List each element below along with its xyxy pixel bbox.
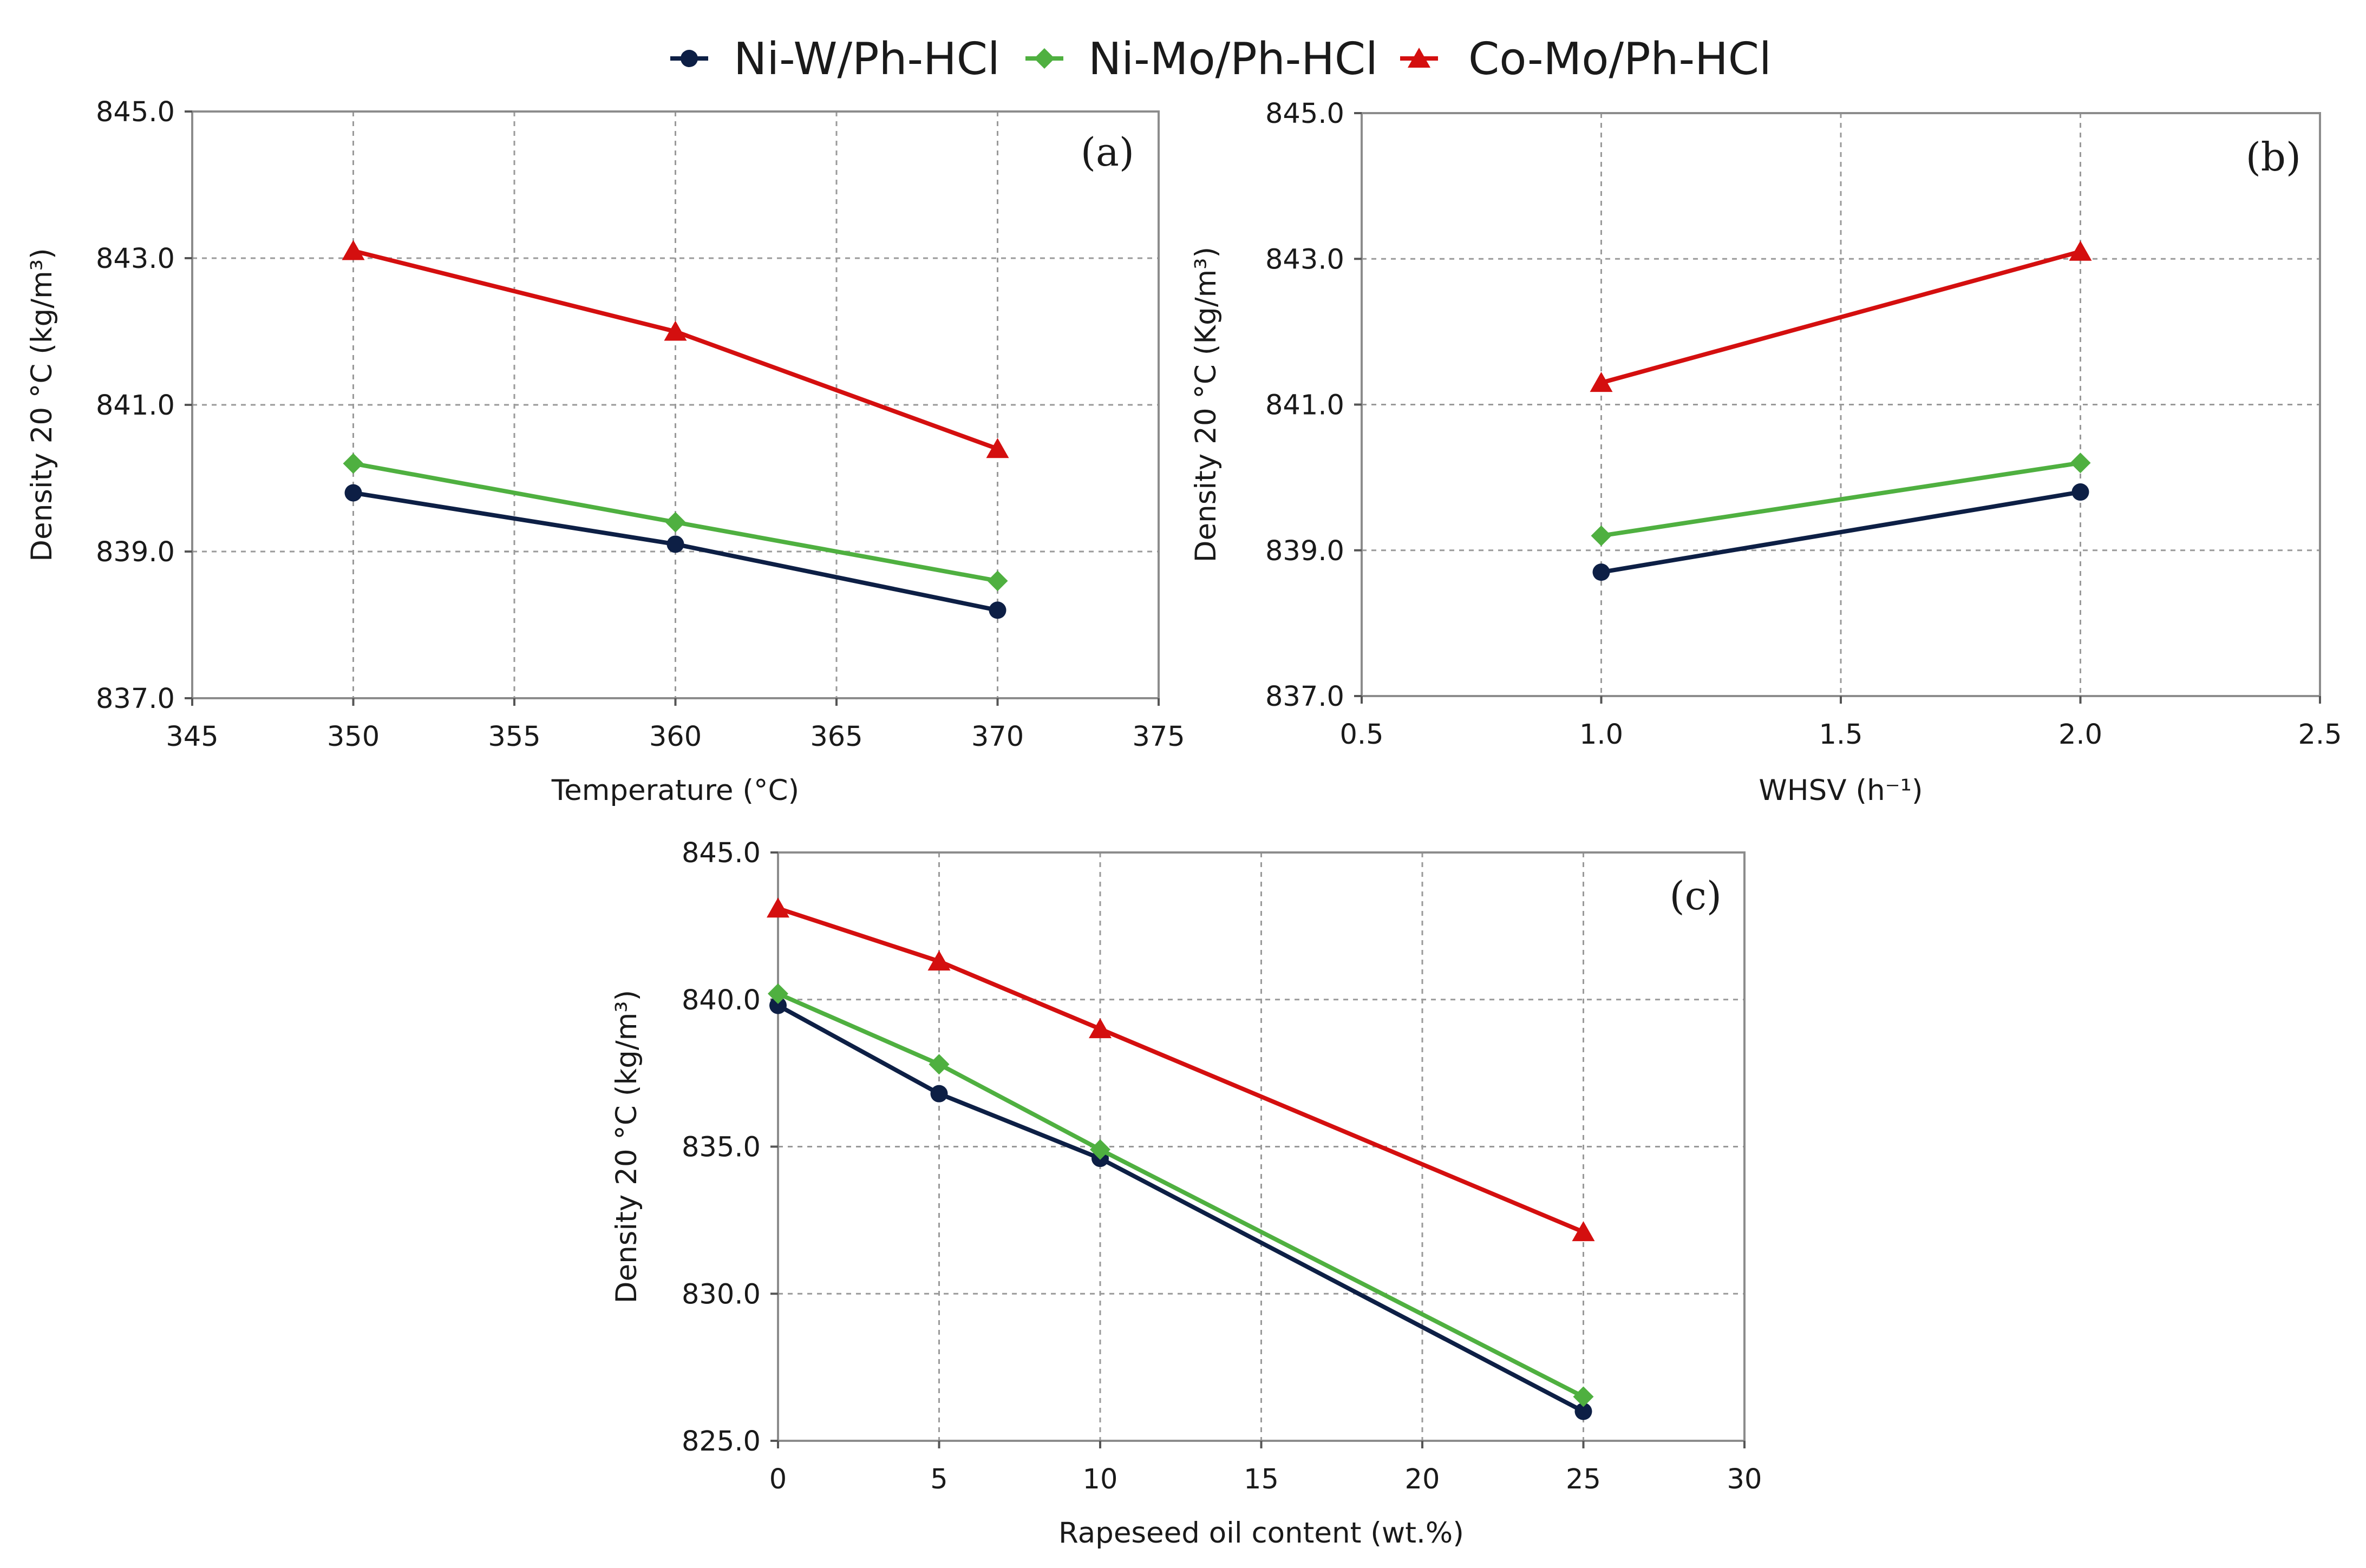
legend-label-co-mo-ph-hcl: Co-Mo/Ph-HCl	[1468, 34, 1772, 85]
y-tick-label: 835.0	[682, 1132, 761, 1164]
data-point-co-mo-ph-hcl	[927, 950, 951, 971]
y-axis-title: Density 20 °C (Kg/m³)	[1189, 247, 1223, 562]
data-point-ni-w-ph-hcl	[989, 601, 1006, 619]
data-point-ni-w-ph-hcl	[930, 1085, 948, 1103]
x-tick-label: 365	[810, 721, 862, 753]
y-tick-label: 845.0	[96, 96, 175, 128]
y-tick-label: 843.0	[96, 243, 175, 275]
x-tick-label: 30	[1727, 1464, 1762, 1495]
data-point-co-mo-ph-hcl	[1089, 1018, 1112, 1039]
series-ni-w-ph-hcl	[344, 484, 1006, 619]
data-point-ni-mo-ph-hcl	[929, 1054, 950, 1075]
legend-label-ni-mo-ph-hcl: Ni-Mo/Ph-HCl	[1088, 34, 1378, 85]
panel-b-chart: 0.5 1.0 1.5 2.0 2.5 837.0 839.0 841.0 843.0 845.0…	[1189, 98, 2342, 807]
x-axis-title: WHSV (h⁻¹)	[1759, 774, 1923, 807]
x-tick-label: 25	[1566, 1464, 1601, 1495]
y-axis-title: Density 20 °C (kg/m³)	[25, 248, 58, 561]
y-axis-title: Density 20 °C (kg/m³)	[610, 990, 643, 1303]
legend-marker-ni-w-ph-hcl	[681, 50, 698, 67]
data-point-ni-mo-ph-hcl	[2070, 452, 2091, 474]
x-tick-label: 375	[1132, 721, 1185, 753]
series-line-ni-w-ph-hcl	[777, 1003, 1585, 1414]
data-point-co-mo-ph-hcl	[342, 240, 365, 260]
x-axis-title: Temperature (°C)	[551, 774, 799, 807]
data-point-ni-w-ph-hcl	[769, 996, 787, 1014]
series-ni-mo-ph-hcl	[768, 983, 1594, 1407]
legend-item-co-mo-ph-hcl: Co-Mo/Ph-HCl	[1400, 34, 1772, 85]
legend: Ni-W/Ph-HCl Ni-Mo/Ph-HCl Co-Mo/Ph-HCl	[670, 34, 1772, 85]
y-tick-label: 845.0	[682, 837, 761, 869]
data-point-ni-mo-ph-hcl	[1090, 1139, 1110, 1160]
x-tick-label: 5	[930, 1464, 947, 1495]
x-tick-label: 2.5	[2298, 719, 2342, 751]
series-ni-mo-ph-hcl	[1591, 452, 2091, 546]
data-point-ni-w-ph-hcl	[2071, 483, 2089, 501]
data-point-ni-mo-ph-hcl	[1573, 1386, 1594, 1407]
panel-label: (a)	[1081, 129, 1134, 175]
x-tick-label: 0	[769, 1464, 787, 1495]
x-tick-label: 15	[1244, 1464, 1279, 1495]
data-point-co-mo-ph-hcl	[986, 438, 1009, 458]
x-tick-label: 345	[166, 721, 218, 753]
y-tick-label: 830.0	[682, 1278, 761, 1310]
y-tick-label: 839.0	[1265, 535, 1344, 567]
x-tick-label: 2.0	[2058, 719, 2102, 751]
panel-label: (b)	[2246, 134, 2301, 180]
y-tick-label: 841.0	[1265, 390, 1344, 422]
y-tick-label: 843.0	[1265, 244, 1344, 275]
series-ni-w-ph-hcl	[769, 996, 1592, 1420]
x-tick-label: 0.5	[1339, 719, 1383, 751]
data-point-ni-w-ph-hcl	[344, 484, 362, 502]
data-point-co-mo-ph-hcl	[767, 897, 789, 918]
series-ni-w-ph-hcl	[1592, 483, 2089, 581]
legend-marker-ni-mo-ph-hcl	[1034, 48, 1055, 69]
series-line-co-mo-ph-hcl	[777, 906, 1585, 1234]
y-tick-label: 837.0	[96, 683, 175, 715]
x-tick-label: 355	[488, 721, 540, 753]
panel-c-chart: 0 5 10 15 20 25 30 825.0 830.0 835.0 840.0 845.0 Rap…	[610, 837, 1762, 1550]
data-point-ni-mo-ph-hcl	[665, 511, 686, 533]
data-point-co-mo-ph-hcl	[664, 320, 687, 341]
series-co-mo-ph-hcl	[1590, 240, 2092, 392]
y-tick-label: 840.0	[682, 985, 761, 1016]
x-tick-label: 1.0	[1579, 719, 1623, 751]
data-point-co-mo-ph-hcl	[1572, 1221, 1595, 1242]
series-line-ni-mo-ph-hcl	[1600, 461, 2081, 538]
data-point-ni-mo-ph-hcl	[987, 570, 1008, 592]
legend-marker-co-mo-ph-hcl	[1408, 48, 1430, 68]
series-co-mo-ph-hcl	[342, 240, 1009, 458]
legend-label-ni-w-ph-hcl: Ni-W/Ph-HCl	[734, 34, 1000, 85]
y-tick-label: 839.0	[96, 536, 175, 568]
x-tick-label: 360	[649, 721, 702, 753]
data-point-ni-mo-ph-hcl	[1591, 525, 1612, 546]
x-tick-label: 10	[1083, 1464, 1118, 1495]
y-tick-label: 825.0	[682, 1426, 761, 1458]
data-point-ni-w-ph-hcl	[666, 535, 684, 553]
data-point-ni-mo-ph-hcl	[343, 453, 364, 474]
y-tick-label: 837.0	[1265, 681, 1344, 713]
series-co-mo-ph-hcl	[767, 897, 1595, 1242]
data-point-ni-w-ph-hcl	[1574, 1402, 1592, 1420]
series-line-co-mo-ph-hcl	[1600, 249, 2081, 385]
data-point-ni-mo-ph-hcl	[768, 983, 788, 1004]
legend-item-ni-w-ph-hcl: Ni-W/Ph-HCl	[670, 34, 1000, 85]
legend-item-ni-mo-ph-hcl: Ni-Mo/Ph-HCl	[1025, 34, 1378, 85]
y-tick-label: 841.0	[96, 390, 175, 422]
panel-label: (c)	[1669, 873, 1722, 919]
series-line-ni-w-ph-hcl	[1600, 490, 2081, 575]
data-point-co-mo-ph-hcl	[1590, 372, 1613, 392]
x-tick-label: 350	[327, 721, 380, 753]
x-tick-label: 20	[1405, 1464, 1440, 1495]
x-tick-label: 370	[971, 721, 1024, 753]
data-point-co-mo-ph-hcl	[2069, 240, 2092, 261]
data-point-ni-w-ph-hcl	[1592, 563, 1610, 581]
series-line-ni-mo-ph-hcl	[777, 992, 1585, 1399]
series-ni-mo-ph-hcl	[343, 453, 1008, 592]
x-tick-label: 1.5	[1819, 719, 1862, 751]
x-axis-title: Rapeseed oil content (wt.%)	[1058, 1517, 1464, 1550]
panel-a-chart: 345 350 355 360 365 370 375 837.0 839.0 841.0 843.…	[25, 96, 1185, 807]
y-tick-label: 845.0	[1265, 98, 1344, 130]
